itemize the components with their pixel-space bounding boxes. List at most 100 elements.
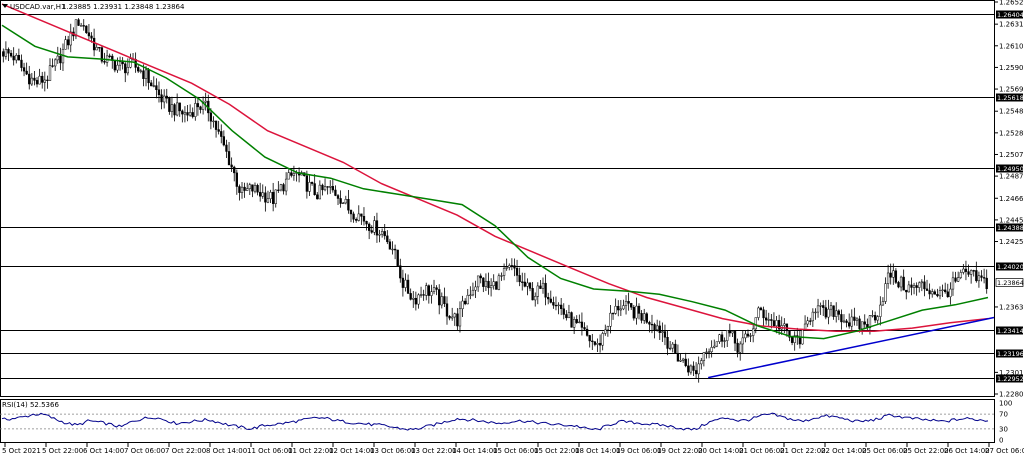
candle-body [840, 314, 843, 323]
candle-body [378, 233, 381, 236]
candle-body [282, 184, 285, 192]
candle-body [949, 288, 952, 298]
candle-body [204, 100, 207, 103]
price-tick-label: 1.25075 [999, 151, 1024, 159]
candle-body [7, 49, 10, 54]
candle-body [969, 270, 973, 275]
candle-body [985, 277, 988, 290]
candle-body [899, 276, 903, 288]
candle-body [240, 186, 244, 193]
candle-body [873, 315, 877, 321]
candle-body [547, 296, 550, 300]
candle-body [886, 272, 890, 284]
candle-body [829, 305, 833, 310]
candle-body [422, 294, 425, 296]
level-price-badge [996, 374, 1023, 383]
candle-body [20, 59, 23, 68]
candle-body [575, 319, 578, 323]
candle-body [227, 151, 231, 166]
candle-body [427, 285, 430, 296]
fast-moving-average-line [1, 24, 989, 340]
candle-body [352, 213, 355, 220]
candle-body [67, 39, 70, 46]
candle-body [497, 275, 501, 290]
candle-body [365, 220, 368, 225]
candle-body [718, 334, 721, 342]
candle-body [749, 335, 752, 337]
candle-body [430, 291, 433, 296]
candle-body [583, 327, 586, 330]
candle-body [51, 65, 54, 67]
price-pane[interactable]: 1.26520 1.26310 1.26105 1.25900 1.25695 1.254… [0, 0, 1024, 399]
candle-body [30, 77, 33, 85]
candle-body [941, 289, 944, 291]
rsi-pane[interactable]: RSI(14) 52.5366 100 70 30 0 [0, 399, 1012, 445]
candle-body [22, 67, 26, 72]
candle-body [165, 95, 168, 99]
candle-body [668, 347, 672, 350]
time-tick-label: 6 Oct 14:00 [83, 447, 124, 455]
price-tick-label: 1.25900 [999, 64, 1024, 72]
candle-body [790, 337, 794, 343]
candle-body [510, 265, 514, 267]
time-tick-label: 15 Oct 06:00 [493, 447, 539, 455]
candle-body [98, 47, 101, 49]
candle-body [292, 173, 296, 176]
candle-body [739, 343, 742, 353]
candle-body [936, 294, 939, 297]
candle-body [375, 220, 379, 236]
candle-body [598, 342, 602, 346]
candle-body [824, 307, 827, 318]
candle-body [676, 352, 680, 362]
candle-body [456, 313, 459, 327]
candle-body [557, 304, 560, 307]
candle-body [74, 19, 78, 37]
candle-body [435, 287, 438, 290]
time-tick-label: 15 Oct 22:00 [534, 447, 580, 455]
candle-body [152, 85, 155, 87]
candle-body [842, 320, 846, 323]
candle-body [687, 365, 690, 373]
candle-body [811, 311, 815, 322]
price-tick-label: 1.22805 [999, 391, 1024, 399]
candle-body [139, 70, 142, 72]
candle-body [944, 289, 947, 293]
candle-body [552, 302, 555, 306]
time-tick-label: 21 Oct 22:00 [780, 447, 826, 455]
candle-body [679, 359, 682, 362]
level-price-label: 1.24388 [997, 224, 1024, 232]
candle-body [474, 286, 477, 291]
candle-body [860, 321, 864, 329]
support-trendline[interactable] [707, 316, 995, 379]
candle-body [259, 191, 262, 197]
candle-body [85, 25, 88, 33]
candle-body [404, 279, 407, 288]
candle-body [334, 189, 337, 196]
candle-body [946, 291, 949, 298]
candle-body [707, 351, 711, 353]
triangle-down-icon[interactable] [2, 4, 8, 8]
candle-body [759, 307, 763, 311]
candle-body [173, 104, 176, 116]
time-tick-label: 14 Oct 14:00 [452, 447, 498, 455]
level-price-badge [996, 93, 1023, 102]
candle-body [443, 296, 446, 305]
candle-body [757, 307, 760, 318]
candle-body [194, 103, 197, 117]
candle-body [313, 183, 316, 196]
candle-body [492, 281, 495, 286]
candle-body [858, 318, 861, 329]
candle-body [168, 98, 171, 112]
candle-body [417, 294, 420, 305]
candle-body [476, 275, 480, 288]
candle-body [907, 284, 911, 293]
time-tick-label: 7 Oct 22:00 [165, 447, 206, 455]
price-tick-label: 1.24870 [999, 173, 1024, 181]
candle-body [69, 31, 72, 46]
candle-body [982, 277, 986, 279]
price-tick-label: 1.24660 [999, 195, 1024, 203]
level-price-badge [996, 326, 1023, 335]
candle-body [269, 192, 272, 200]
